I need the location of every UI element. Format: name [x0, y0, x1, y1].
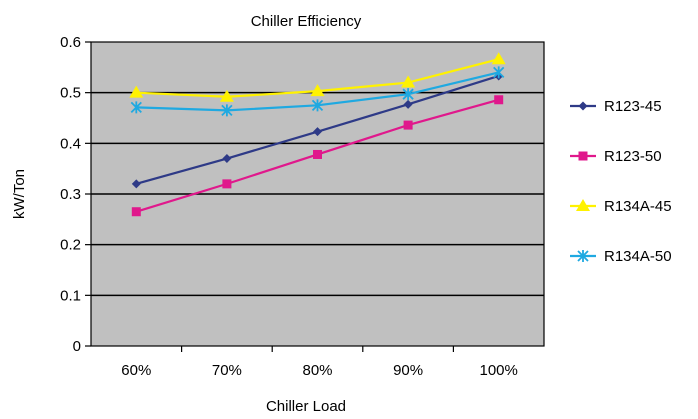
chart-title: Chiller Efficiency: [251, 13, 362, 30]
x-axis-label: Chiller Load: [266, 398, 346, 415]
data-point: [403, 120, 413, 130]
data-point: [130, 101, 142, 114]
data-point: [403, 99, 413, 109]
legend-marker: [578, 151, 588, 161]
data-point: [222, 154, 232, 164]
legend-marker: [576, 199, 590, 211]
legend-marker: [577, 250, 589, 262]
data-point: [494, 95, 504, 105]
x-tick-label: 60%: [121, 362, 151, 379]
legend-marker: [578, 101, 588, 111]
legend-label: R134A-45: [604, 198, 672, 215]
y-tick-label: 0: [73, 338, 81, 355]
data-point: [491, 52, 506, 65]
data-point: [311, 99, 324, 112]
y-tick-label: 0.5: [60, 85, 81, 102]
data-point: [313, 149, 322, 159]
legend-label: R123-50: [604, 148, 662, 165]
data-point: [313, 127, 322, 137]
x-tick-label: 90%: [393, 362, 423, 379]
x-tick-label: 70%: [212, 362, 242, 379]
y-axis-label: kW/Ton: [11, 169, 28, 219]
data-point: [219, 89, 234, 102]
x-axis-ticks: 60% 70% 80% 90% 100%: [121, 346, 518, 379]
legend: R123-45 R123-50 R134A-45 R134A-50: [570, 98, 672, 265]
legend-label: R134A-50: [604, 248, 672, 265]
series-r123-45: [131, 71, 504, 189]
legend-item: R134A-45: [570, 198, 672, 215]
series-layer: [129, 52, 506, 217]
legend-label: R123-45: [604, 98, 662, 115]
y-tick-label: 0.2: [60, 237, 81, 254]
legend-item: R134A-50: [570, 248, 672, 265]
y-tick-label: 0.1: [60, 287, 81, 304]
y-tick-label: 0.4: [60, 135, 81, 152]
series-r123-50: [131, 95, 504, 217]
data-point: [222, 179, 232, 189]
data-point: [131, 207, 141, 217]
y-axis-ticks: 0 0.1 0.2 0.3 0.4 0.5 0.6: [60, 34, 91, 355]
legend-item: R123-50: [570, 148, 662, 165]
x-tick-label: 100%: [480, 362, 518, 379]
data-point: [401, 75, 416, 88]
data-point: [131, 179, 141, 189]
x-tick-label: 80%: [302, 362, 332, 379]
data-point: [221, 104, 233, 117]
y-tick-label: 0.3: [60, 186, 81, 203]
data-point: [129, 85, 144, 98]
legend-item: R123-45: [570, 98, 662, 115]
series-r134a-45: [129, 52, 506, 102]
y-tick-label: 0.6: [60, 34, 81, 51]
data-point: [310, 84, 325, 97]
data-point: [402, 88, 414, 101]
series-r134a-50: [130, 66, 505, 117]
data-point: [493, 66, 505, 79]
